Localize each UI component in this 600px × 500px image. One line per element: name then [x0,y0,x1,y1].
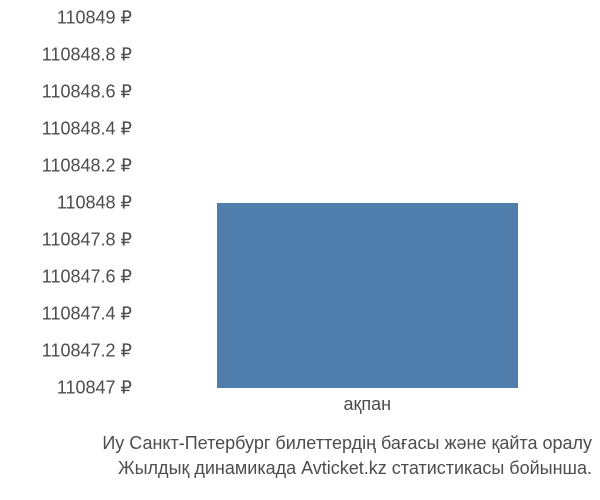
y-tick-label: 110847.8 ₽ [42,230,132,251]
caption-line-1: Иу Санкт-Петербург билеттердің бағасы жә… [0,431,592,455]
y-tick-label: 110847 ₽ [57,378,132,399]
y-tick-label: 110848 ₽ [57,193,132,214]
y-tick-label: 110848.4 ₽ [42,119,132,140]
y-tick-label: 110847.6 ₽ [42,267,132,288]
y-tick-label: 110847.2 ₽ [42,341,132,362]
y-tick-label: 110849 ₽ [57,8,132,29]
x-tick-label: ақпан [343,394,391,415]
price-chart: 110849 ₽ 110848.8 ₽ 110848.6 ₽ 110848.4 ₽ 11… [0,0,600,430]
chart-caption: Иу Санкт-Петербург билеттердің бағасы жә… [0,431,600,480]
y-tick-label: 110847.4 ₽ [42,304,132,325]
plot-area: ақпан [140,18,590,388]
y-tick-label: 110848.6 ₽ [42,82,132,103]
bar [217,203,519,388]
y-tick-label: 110848.8 ₽ [42,45,132,66]
y-axis: 110849 ₽110848.8 ₽110848.6 ₽110848.4 ₽11… [0,18,140,388]
caption-line-2: Жылдық динамикада Avticket.kz статистика… [0,456,592,480]
y-tick-label: 110848.2 ₽ [42,156,132,177]
